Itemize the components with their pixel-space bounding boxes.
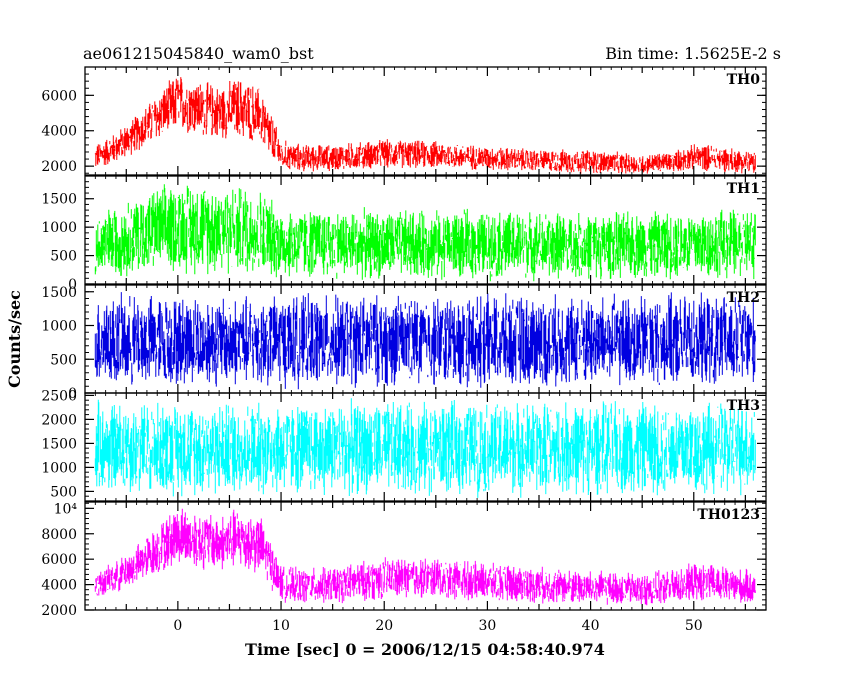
panel-th0123: 2000 4000 6000 8000 10⁴ 0 10 20 30 40 50 TH0123 (41, 501, 767, 634)
panel-th1-series-line (94, 184, 756, 282)
x-tick-label: 10 (272, 618, 290, 634)
x-tick-label: 30 (478, 618, 496, 634)
panel-th0: 2000 4000 6000 TH0 (41, 66, 767, 176)
x-tick-label: 0 (173, 618, 182, 634)
y-axis-label: Counts/sec (5, 290, 24, 388)
panel-th0-series-line (94, 77, 756, 174)
x-axis-label: Time [sec] 0 = 2006/12/15 04:58:40.974 (245, 640, 605, 659)
panel-th3: 500 1000 1500 2000 2500 TH3 (41, 388, 767, 502)
panel-th2-name-label: TH2 (727, 290, 760, 306)
panel-th3-series-line (94, 398, 756, 498)
panel-th0123-series-line (94, 508, 756, 606)
panel-th1: 0 500 1000 1500 TH1 (41, 175, 767, 293)
panel-th3-ytick-label: 500 (50, 484, 77, 500)
panel-th0123-ytick-label: 4000 (41, 578, 77, 594)
panel-th3-ytick-label: 2000 (41, 412, 77, 428)
panel-th1-name-label: TH1 (727, 181, 760, 197)
panel-th2-ytick-label: 0 (68, 386, 77, 402)
panel-th2-ytick-label: 1000 (41, 319, 77, 335)
x-tick-label: 40 (582, 618, 600, 634)
x-tick-label: 50 (685, 618, 703, 634)
header-right-title: Bin time: 1.5625E-2 s (605, 44, 781, 63)
panel-th0123-name-label: TH0123 (697, 507, 760, 523)
panel-th0-ytick-label: 6000 (41, 88, 77, 104)
panel-th3-ytick-label: 1500 (41, 436, 77, 452)
panel-th0-name-label: TH0 (727, 72, 761, 88)
panel-th0123-ytick-label: 8000 (41, 527, 77, 543)
panel-th1-ytick-label: 500 (50, 249, 77, 265)
panel-th0123-ytick-label: 6000 (41, 552, 77, 568)
panel-th2-ytick-label: 500 (50, 352, 77, 368)
panels-group: 200040006000TH0050010001500TH10500100015… (41, 66, 767, 634)
panel-th1-ytick-label: 1500 (41, 192, 77, 208)
panel-th3-name-label: TH3 (727, 398, 760, 414)
panel-th2: 0 500 1000 1500 TH2 (41, 284, 767, 402)
header-left-title: ae061215045840_wam0_bst (83, 44, 314, 63)
panel-th0-ytick-label: 4000 (41, 124, 77, 140)
panel-th0-ytick-label: 2000 (41, 159, 77, 175)
panel-th1-ytick-label: 1000 (41, 220, 77, 236)
panel-th3-ytick-label: 1000 (41, 460, 77, 476)
panel-th2-series-line (94, 292, 756, 390)
panel-th0123-ytick-label: 2000 (41, 603, 77, 619)
panel-th1-ytick-label: 0 (68, 277, 77, 293)
x-tick-label: 20 (375, 618, 393, 634)
panel-th2-ytick-label: 1500 (41, 285, 77, 301)
panel-th3-ytick-label: 2500 (41, 388, 77, 404)
panel-th0123-ytick-label: 10⁴ (54, 501, 78, 517)
